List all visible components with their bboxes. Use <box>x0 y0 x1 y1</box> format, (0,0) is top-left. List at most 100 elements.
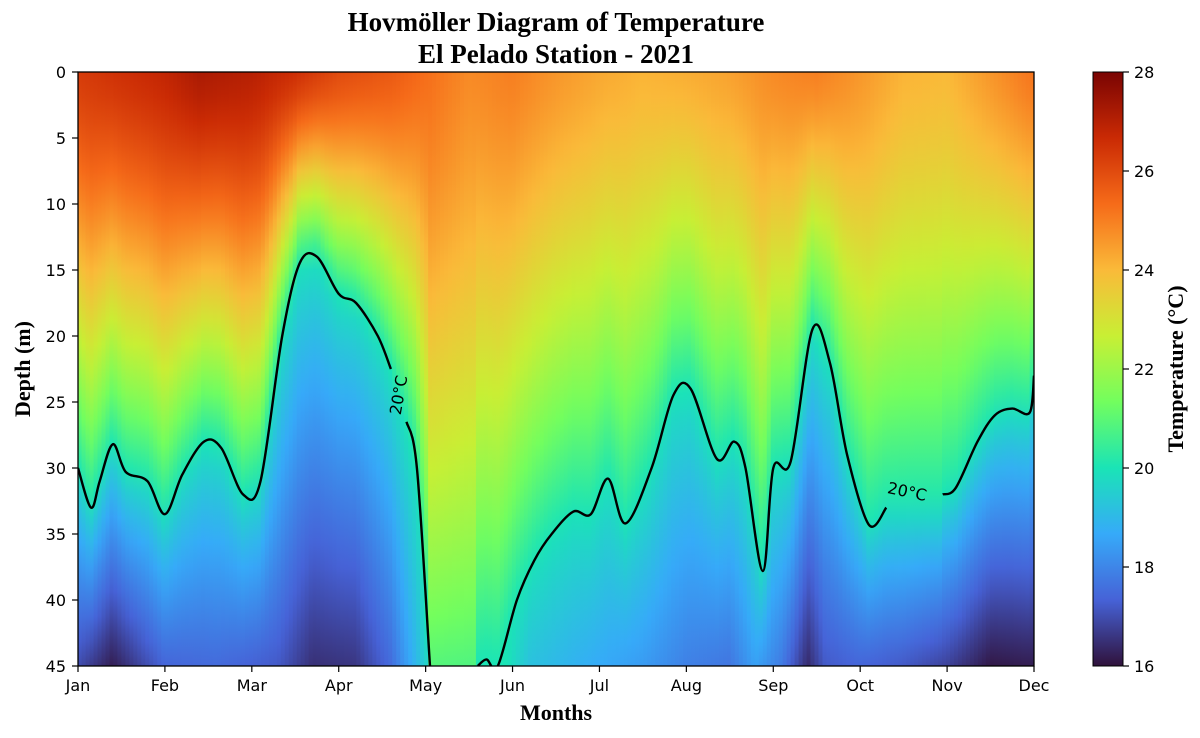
colorbar-tick-label: 22 <box>1134 360 1154 379</box>
heatmap-column <box>977 72 983 666</box>
heatmap-column <box>543 72 549 666</box>
x-tick-label: Oct <box>846 676 874 695</box>
heatmap-column <box>786 72 792 666</box>
heatmap-column <box>858 72 864 666</box>
heatmap-column <box>718 72 724 666</box>
heatmap-column <box>623 72 629 666</box>
heatmap-column <box>153 72 159 666</box>
heatmap-column <box>420 72 425 666</box>
heatmap-column <box>818 72 824 666</box>
heatmap-column <box>997 72 1003 666</box>
heatmap-column <box>495 72 501 666</box>
heatmap-column <box>460 72 465 666</box>
heatmap-column <box>288 72 294 666</box>
heatmap-column <box>941 72 947 666</box>
heatmap-column <box>643 72 649 666</box>
heatmap-column <box>714 72 720 666</box>
heatmap-column <box>177 72 182 666</box>
heatmap-column <box>734 72 740 666</box>
heatmap-column <box>918 72 923 666</box>
heatmap-column <box>854 72 860 666</box>
heatmap-column <box>352 72 358 666</box>
colorbar-tick-label: 20 <box>1134 459 1154 478</box>
heatmap-column <box>1017 72 1023 666</box>
heatmap-column <box>965 72 971 666</box>
heatmap-column <box>316 72 322 666</box>
heatmap-column <box>603 72 609 666</box>
heatmap-column <box>372 72 378 666</box>
heatmap-column <box>284 72 290 666</box>
heatmap-column <box>328 72 334 666</box>
colorbar-tick-label: 18 <box>1134 558 1154 577</box>
y-tick-label: 45 <box>46 657 66 676</box>
x-tick-label: Nov <box>931 676 962 695</box>
heatmap-column <box>934 72 939 666</box>
x-axis: Jan Feb Mar Apr May Jun Jul Aug Sep Oct Nov Dec <box>65 666 1050 695</box>
heatmap-column <box>778 72 784 666</box>
heatmap-column <box>826 72 832 666</box>
heatmap-column <box>806 72 812 666</box>
heatmap-column <box>125 72 131 666</box>
heatmap-column <box>667 72 672 666</box>
heatmap-column <box>181 72 186 666</box>
heatmap-column <box>639 72 645 666</box>
heatmap-column <box>467 72 473 666</box>
heatmap-column <box>870 72 876 666</box>
chart-title: Hovmöller Diagram of Temperature <box>348 7 765 37</box>
heatmap-column <box>993 72 999 666</box>
heatmap-column <box>822 72 828 666</box>
heatmap-column <box>961 72 967 666</box>
heatmap-column <box>276 72 282 666</box>
heatmap-column <box>651 72 656 666</box>
heatmap-column <box>515 72 521 666</box>
heatmap-column <box>671 72 676 666</box>
heatmap-column <box>240 72 246 666</box>
heatmap-column <box>981 72 987 666</box>
heatmap-column <box>579 72 585 666</box>
heatmap-column <box>475 72 481 666</box>
heatmap-column <box>957 72 963 666</box>
y-tick-label: 35 <box>46 525 66 544</box>
heatmap-column <box>949 72 955 666</box>
heatmap-column <box>906 72 911 666</box>
x-axis-label: Months <box>520 700 593 725</box>
heatmap-column <box>914 72 919 666</box>
heatmap-column <box>559 72 565 666</box>
heatmap-column <box>296 72 302 666</box>
chart-subtitle: El Pelado Station - 2021 <box>418 39 694 69</box>
heatmap-column <box>890 72 895 666</box>
heatmap-column <box>157 72 163 666</box>
heatmap-column <box>149 72 155 666</box>
x-tick-label: Feb <box>151 676 179 695</box>
heatmap-column <box>197 72 202 666</box>
heatmap-column <box>679 72 684 666</box>
heatmap-column <box>766 72 772 666</box>
heatmap-column <box>348 72 354 666</box>
heatmap-column <box>695 72 700 666</box>
heatmap-column <box>324 72 330 666</box>
heatmap-column <box>591 72 597 666</box>
heatmap-column <box>1009 72 1015 666</box>
heatmap-column <box>699 72 704 666</box>
heatmap-column <box>252 72 258 666</box>
x-tick-label: Sep <box>758 676 788 695</box>
heatmap-column <box>1001 72 1007 666</box>
heatmap-column <box>989 72 995 666</box>
heatmap-column <box>595 72 601 666</box>
heatmap-column <box>902 72 907 666</box>
heatmap-column <box>615 72 621 666</box>
x-tick-label: Dec <box>1019 676 1050 695</box>
colorbar-tick-label: 24 <box>1134 261 1154 280</box>
colorbar-tick-label: 16 <box>1134 657 1154 676</box>
plot-frame <box>77 71 1035 667</box>
heatmap-column <box>1021 72 1027 666</box>
heatmap-column <box>794 72 800 666</box>
heatmap-column <box>635 72 641 666</box>
heatmap-column <box>161 72 167 666</box>
heatmap-column <box>722 72 728 666</box>
heatmap-column <box>583 72 589 666</box>
heatmap-column <box>842 72 848 666</box>
heatmap-column <box>675 72 680 666</box>
heatmap-column <box>746 72 752 666</box>
heatmap-column <box>838 72 844 666</box>
